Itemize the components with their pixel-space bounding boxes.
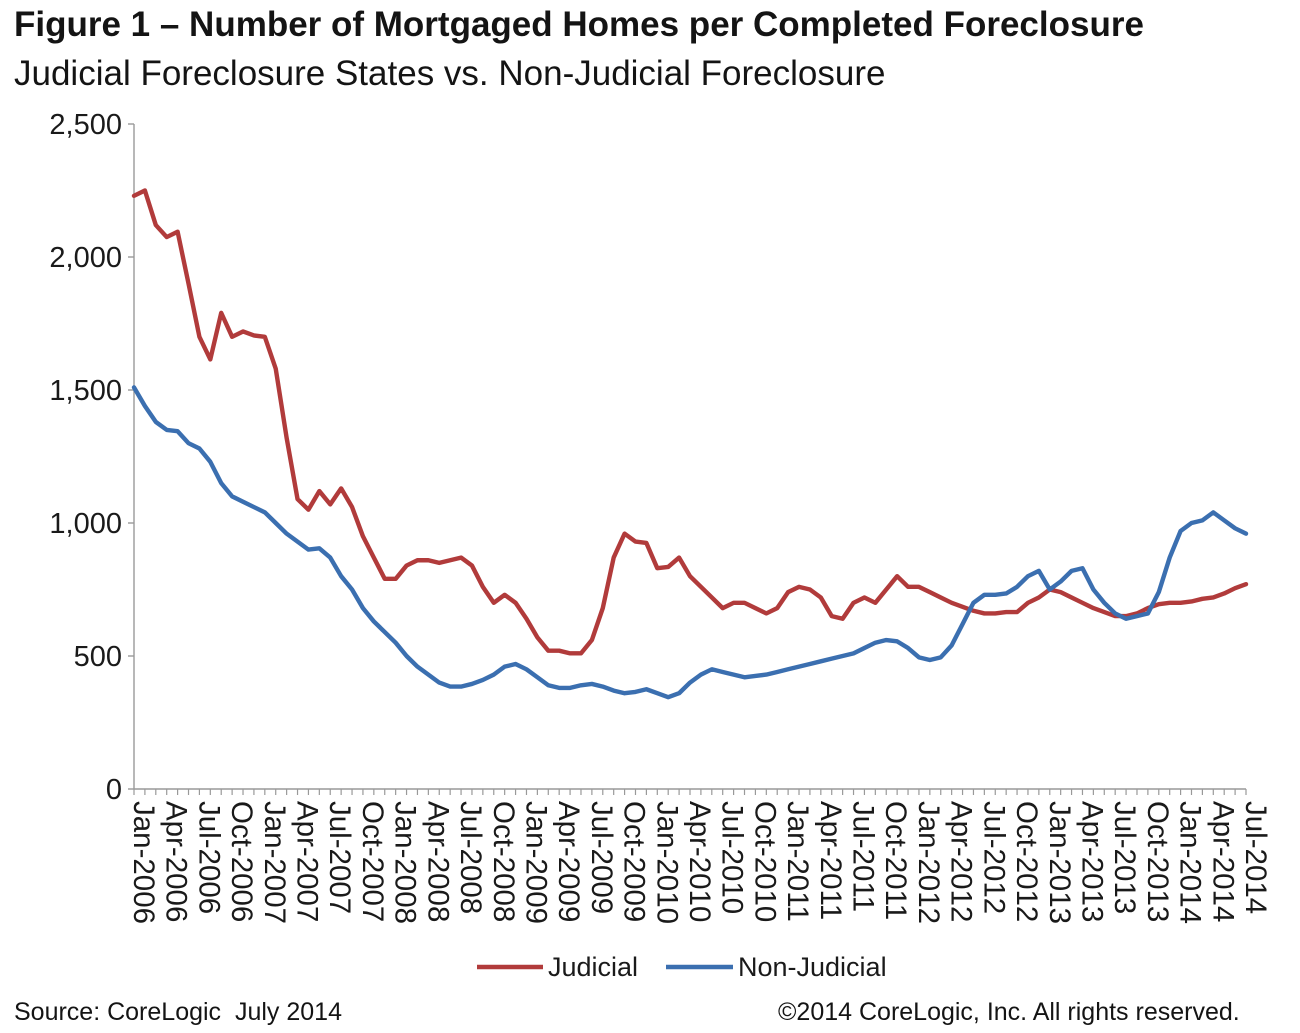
svg-text:Jul-2006: Jul-2006 xyxy=(192,801,225,914)
svg-text:Judicial: Judicial xyxy=(548,952,638,982)
svg-text:Oct-2008: Oct-2008 xyxy=(487,801,520,922)
svg-text:Jan-2014: Jan-2014 xyxy=(1174,801,1207,924)
svg-text:Apr-2011: Apr-2011 xyxy=(814,801,847,920)
svg-text:Jan-2011: Jan-2011 xyxy=(781,801,814,922)
svg-text:Jan-2009: Jan-2009 xyxy=(519,801,552,924)
svg-text:1,500: 1,500 xyxy=(49,375,122,407)
svg-text:Jul-2013: Jul-2013 xyxy=(1108,801,1141,914)
svg-text:500: 500 xyxy=(74,641,122,673)
svg-text:Oct-2007: Oct-2007 xyxy=(356,801,389,922)
svg-text:2,000: 2,000 xyxy=(49,242,122,274)
svg-text:Oct-2006: Oct-2006 xyxy=(225,801,258,922)
svg-text:Jan-2010: Jan-2010 xyxy=(650,801,683,924)
svg-text:Jan-2008: Jan-2008 xyxy=(389,801,422,924)
svg-text:Jul-2012: Jul-2012 xyxy=(977,801,1010,914)
svg-text:Oct-2012: Oct-2012 xyxy=(1010,801,1043,922)
svg-text:Jul-2007: Jul-2007 xyxy=(323,801,356,914)
svg-text:Jan-2007: Jan-2007 xyxy=(258,801,291,924)
svg-text:Apr-2012: Apr-2012 xyxy=(945,801,978,922)
svg-text:Jan-2012: Jan-2012 xyxy=(912,801,945,924)
svg-text:2,500: 2,500 xyxy=(49,109,122,141)
svg-text:Non-Judicial: Non-Judicial xyxy=(738,952,887,982)
svg-text:Apr-2010: Apr-2010 xyxy=(683,801,716,922)
svg-text:Apr-2013: Apr-2013 xyxy=(1075,801,1108,922)
svg-text:Apr-2007: Apr-2007 xyxy=(291,801,324,922)
svg-text:Oct-2010: Oct-2010 xyxy=(748,801,781,922)
svg-text:Jul-2014: Jul-2014 xyxy=(1239,801,1272,914)
svg-text:Apr-2008: Apr-2008 xyxy=(421,801,454,922)
svg-text:Jul-2008: Jul-2008 xyxy=(454,801,487,914)
svg-text:Jan-2006: Jan-2006 xyxy=(127,801,160,924)
svg-text:Jul-2010: Jul-2010 xyxy=(716,801,749,914)
svg-text:Oct-2009: Oct-2009 xyxy=(618,801,651,922)
svg-text:Apr-2006: Apr-2006 xyxy=(160,801,193,922)
svg-text:Jan-2013: Jan-2013 xyxy=(1043,801,1076,924)
svg-text:Jul-2009: Jul-2009 xyxy=(585,801,618,914)
svg-text:0: 0 xyxy=(106,774,122,806)
svg-text:Apr-2014: Apr-2014 xyxy=(1206,801,1239,922)
svg-text:Oct-2013: Oct-2013 xyxy=(1141,801,1174,922)
svg-text:1,000: 1,000 xyxy=(49,508,122,540)
svg-text:Oct-2011: Oct-2011 xyxy=(879,801,912,920)
svg-text:Jul-2011: Jul-2011 xyxy=(847,801,880,912)
svg-text:Apr-2009: Apr-2009 xyxy=(552,801,585,922)
